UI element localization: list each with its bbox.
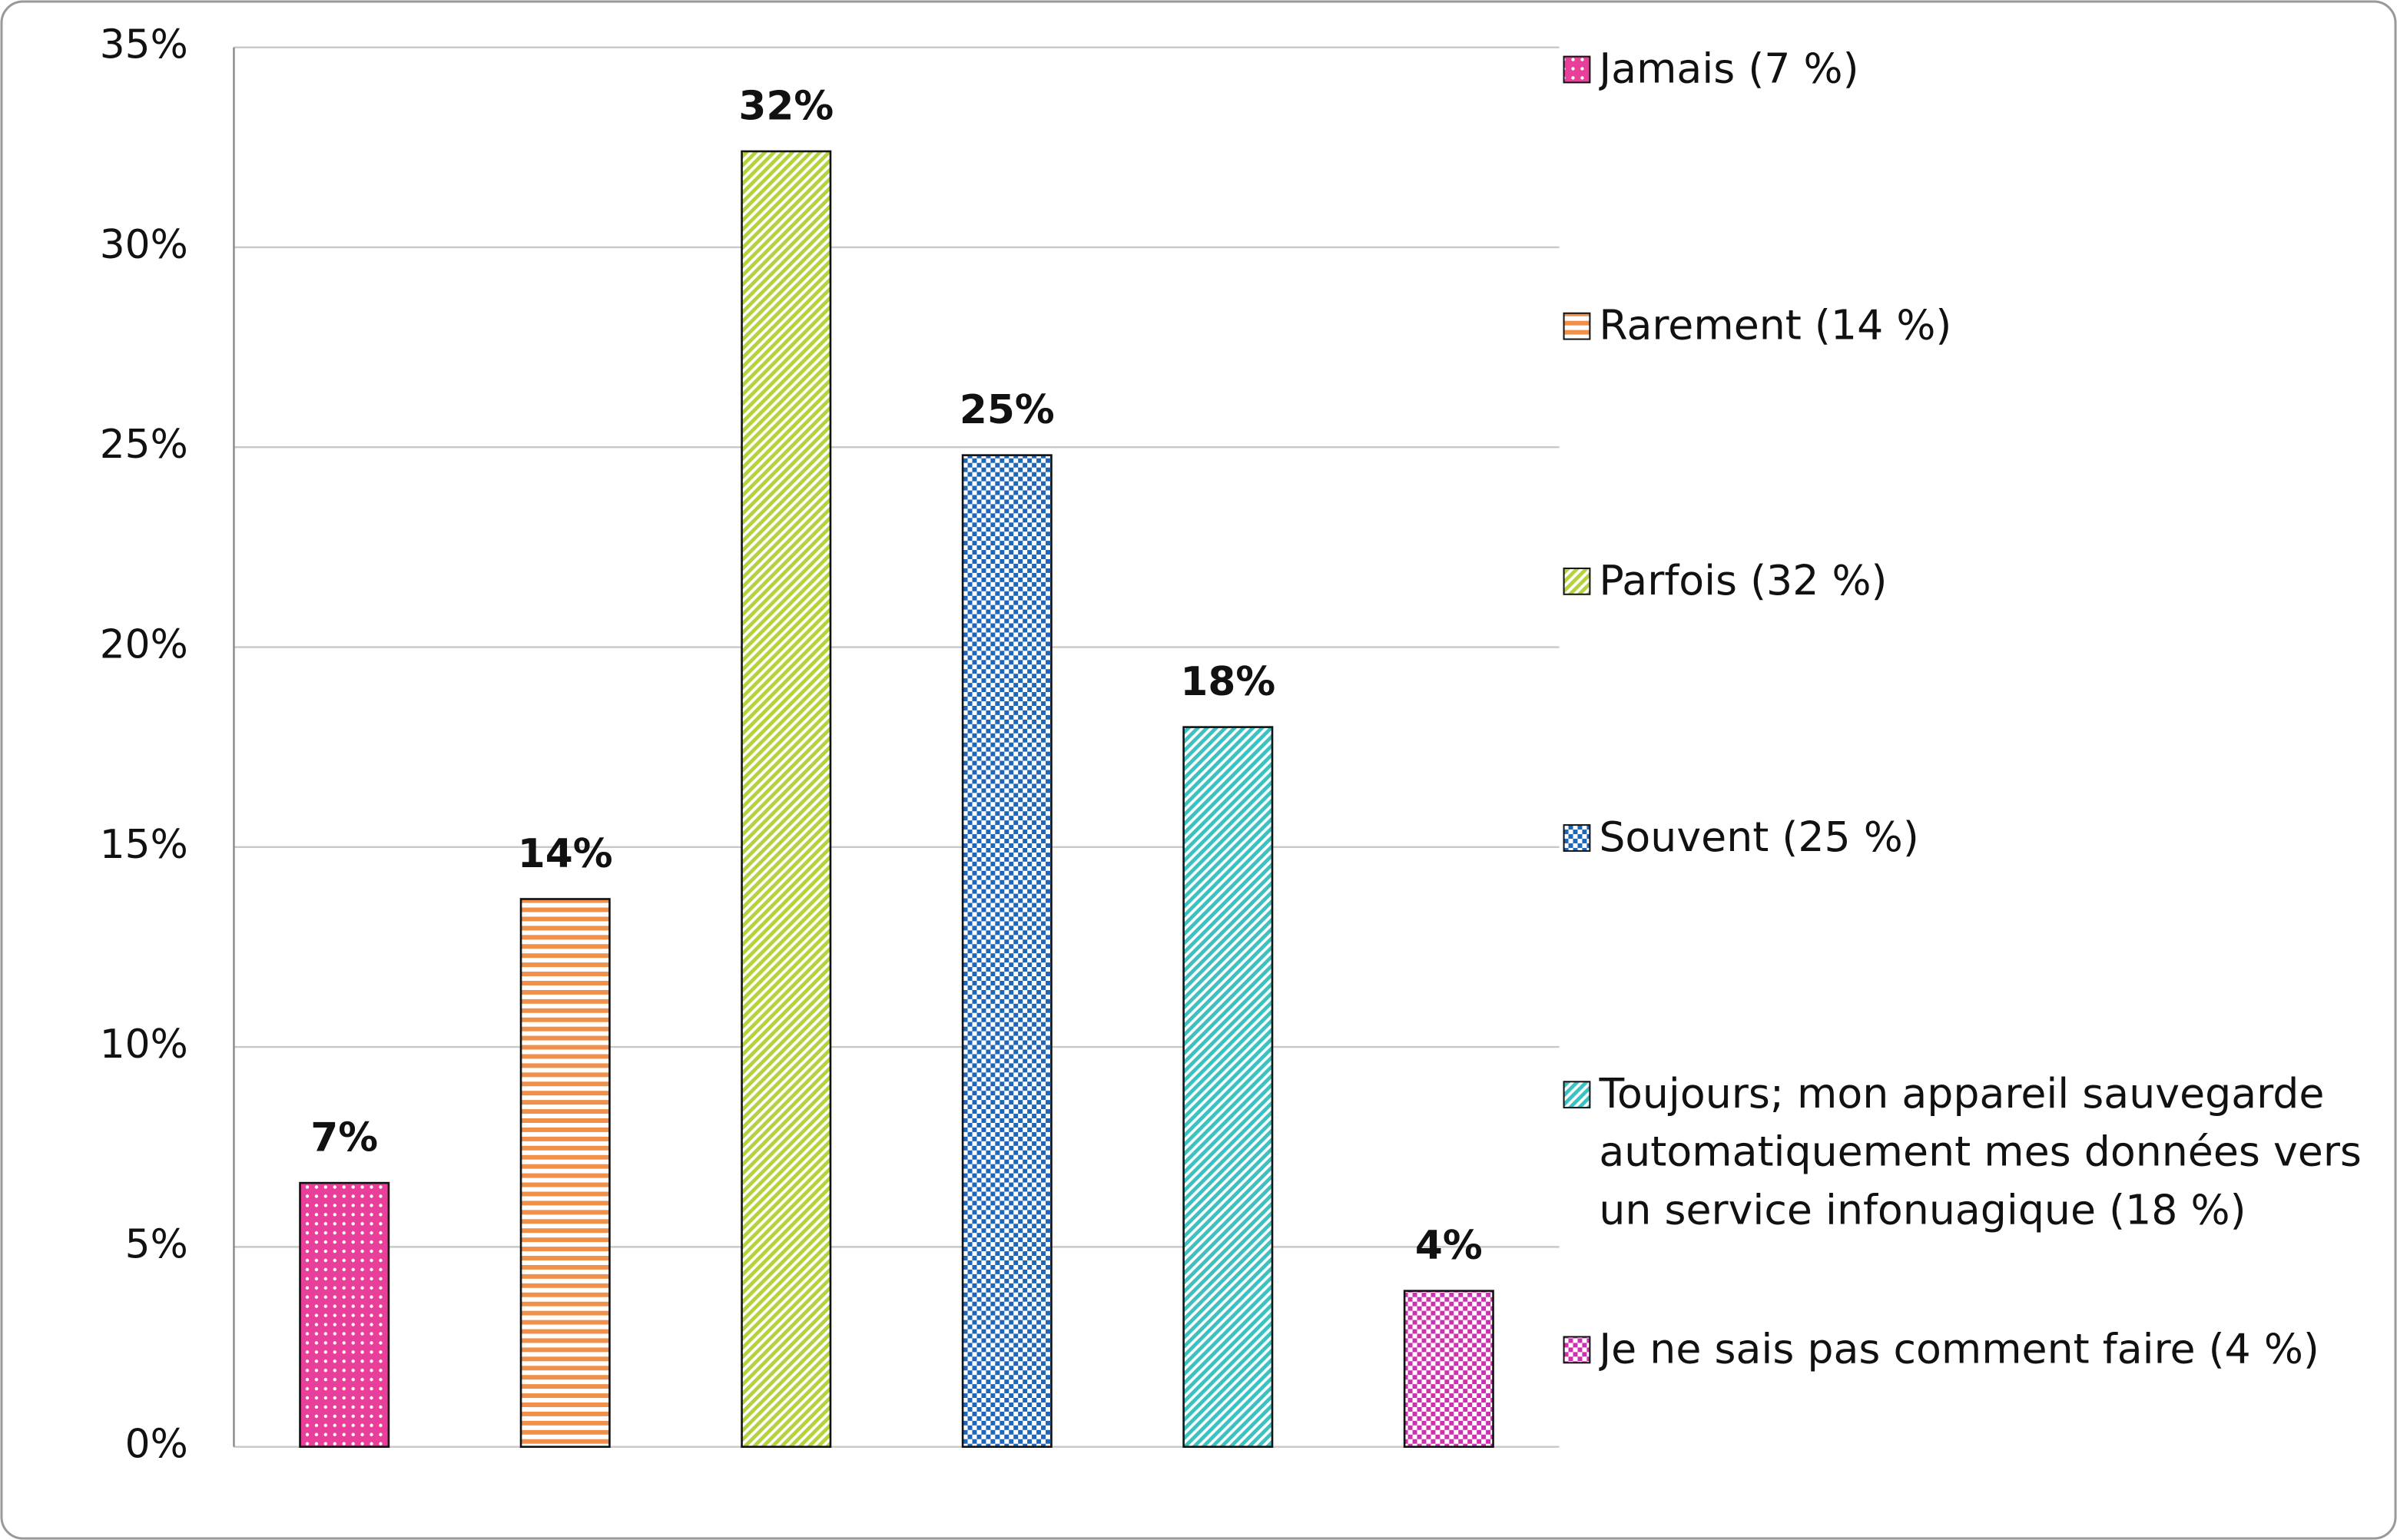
data-label: 14% [518,831,613,877]
data-label: 25% [960,387,1055,433]
y-tick-label: 15% [100,822,188,868]
legend-swatch [1563,1336,1591,1364]
legend-label: Souvent (25 %) [1599,814,1919,862]
legend-item: Parfois (32 %) [1599,558,1888,605]
bar [519,898,611,1448]
y-tick-label: 5% [125,1221,188,1267]
bar [1182,726,1274,1448]
legend-item: Toujours; mon appareil sauvegarde automa… [1599,1071,2362,1235]
y-tick-label: 30% [100,222,188,268]
legend-label: Rarement (14 %) [1599,302,1952,350]
bar [299,1181,390,1448]
legend-swatch [1563,1081,1591,1109]
legend-item: Jamais (7 %) [1599,45,1859,94]
legend-swatch [1563,824,1591,852]
y-tick-label: 10% [100,1022,188,1068]
data-label: 4% [1415,1223,1483,1269]
legend-item: Je ne sais pas comment faire (4 %) [1599,1326,2319,1374]
y-tick-label: 35% [100,22,188,68]
legend-item: Souvent (25 %) [1599,814,1919,862]
y-tick-label: 0% [125,1422,188,1468]
legend-swatch [1563,312,1591,340]
data-label: 32% [738,83,834,129]
bar [741,150,832,1448]
bar [961,454,1053,1448]
legend-item: Rarement (14 %) [1599,302,1952,350]
data-label: 7% [310,1114,378,1161]
legend-swatch [1563,55,1591,84]
legend-label: Je ne sais pas comment faire (4 %) [1599,1326,2319,1374]
y-tick-label: 25% [100,422,188,468]
legend-label: Jamais (7 %) [1599,45,1859,94]
legend-swatch [1563,567,1591,595]
legend-label: Parfois (32 %) [1599,558,1888,605]
bar [1403,1290,1494,1448]
data-label: 18% [1180,659,1275,705]
y-tick-label: 20% [100,622,188,668]
legend-label: Toujours; mon appareil sauvegarde automa… [1599,1071,2362,1235]
